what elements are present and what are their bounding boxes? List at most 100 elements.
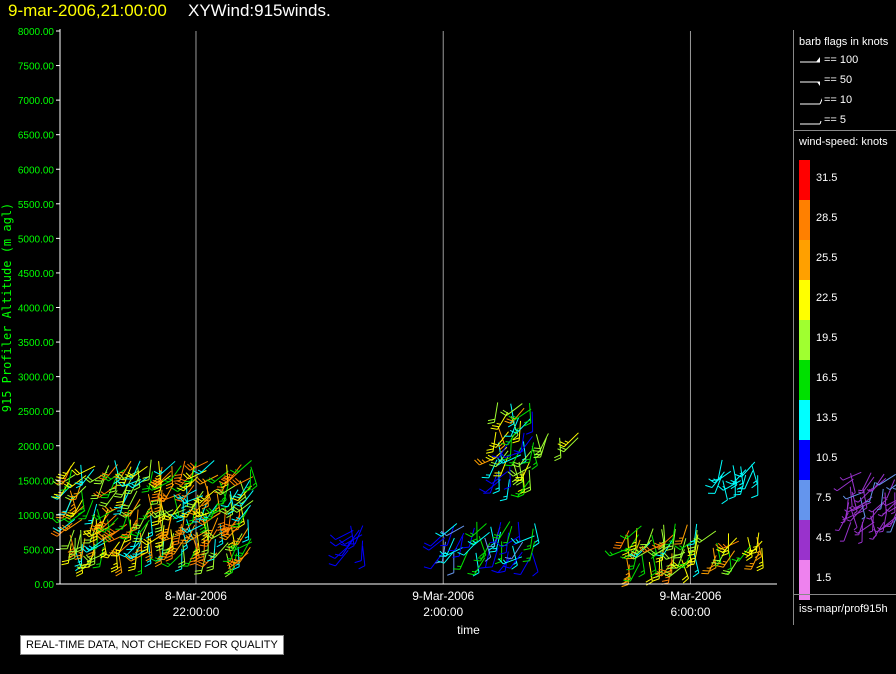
- barb-feather: [651, 569, 656, 573]
- barb-feather: [709, 567, 717, 572]
- barb-feather: [687, 560, 695, 563]
- wind-barb: [503, 551, 523, 569]
- barb-feather: [98, 533, 105, 539]
- barb-feather: [140, 540, 148, 546]
- barb-shaft: [199, 474, 219, 485]
- wind-barb: [243, 469, 252, 493]
- wind-barb: [192, 532, 201, 556]
- barb-feather: [159, 494, 166, 501]
- barb-feather: [755, 556, 762, 561]
- wind-barb: [131, 510, 149, 529]
- barb-feather: [154, 529, 162, 533]
- barb-shaft: [81, 491, 85, 512]
- barb-shaft: [168, 504, 182, 521]
- barb-feather: [452, 555, 460, 558]
- barb-feather: [722, 570, 731, 573]
- barb-feather: [74, 482, 82, 486]
- wind-barb: [499, 450, 524, 459]
- barb-shaft: [518, 420, 522, 441]
- barb-feather: [176, 531, 184, 535]
- barb-feather: [205, 493, 209, 497]
- barb-feather: [69, 550, 77, 553]
- barb-feather: [658, 568, 666, 572]
- barb-feather: [486, 451, 494, 454]
- barb-feather: [866, 517, 871, 520]
- barb-feather: [201, 552, 209, 556]
- barb-feather: [502, 458, 506, 463]
- barb-shaft: [156, 470, 172, 486]
- barb-feather: [127, 568, 135, 572]
- barb-shaft: [193, 538, 200, 558]
- barb-shaft: [861, 472, 872, 491]
- barb-feather: [623, 579, 631, 582]
- barb-feather: [221, 507, 228, 513]
- barb-feather: [122, 504, 130, 507]
- barb-feather: [56, 518, 60, 522]
- barb-feather: [156, 495, 163, 502]
- barb-shaft: [225, 524, 240, 541]
- barb-feather: [490, 427, 498, 430]
- barb-feather: [52, 527, 60, 532]
- barb-feather: [221, 484, 229, 488]
- barb-shaft: [663, 524, 666, 545]
- wind-barb: [120, 519, 137, 539]
- barb-feather: [61, 524, 69, 530]
- barb-feather: [655, 570, 663, 575]
- barb-feather: [713, 478, 718, 482]
- barb-shaft: [699, 530, 717, 543]
- barb-shaft: [852, 501, 872, 512]
- barb-feather: [106, 530, 114, 535]
- barb-feather: [654, 542, 661, 547]
- barb-feather: [489, 541, 497, 544]
- barb-feather: [868, 489, 873, 492]
- barb-shaft: [167, 515, 172, 536]
- barb-feather: [69, 553, 76, 559]
- barb-shaft: [845, 498, 849, 519]
- barb-feather: [104, 506, 111, 512]
- wind-barb: [498, 556, 523, 565]
- barb-feather: [638, 573, 645, 578]
- wind-barb: [721, 533, 730, 557]
- wind-barb: [652, 534, 674, 549]
- barb-feather: [467, 540, 475, 546]
- barb-feather: [55, 516, 63, 519]
- barb-shaft: [658, 534, 674, 549]
- barb-shaft: [686, 544, 693, 564]
- barb-feather: [150, 500, 158, 503]
- barb-feather: [98, 477, 105, 481]
- wind-barb: [638, 553, 646, 578]
- barb-feather: [329, 541, 336, 547]
- barb-feather: [155, 526, 163, 530]
- barb-feather: [131, 483, 136, 487]
- barb-feather: [219, 532, 227, 536]
- barb-feather: [227, 510, 235, 515]
- barb-feather: [533, 462, 537, 466]
- wind-barb: [467, 557, 486, 576]
- wind-barb: [839, 522, 852, 542]
- barb-feather: [663, 552, 670, 559]
- barb-feather: [564, 440, 569, 444]
- barb-feather: [229, 480, 236, 487]
- wind-barb: [234, 538, 252, 557]
- barb-feather: [196, 558, 204, 562]
- barb-feather: [144, 563, 152, 568]
- wind-barb: [629, 542, 651, 558]
- barb-feather: [485, 456, 493, 461]
- barb-feather: [873, 529, 877, 533]
- barb-feather: [848, 506, 853, 509]
- barb-feather: [554, 457, 562, 462]
- barb-feather: [866, 489, 871, 492]
- barb-shaft: [509, 437, 513, 458]
- wind-barb: [708, 470, 732, 484]
- barb-shaft: [495, 450, 509, 467]
- barb-feather: [68, 553, 76, 556]
- barb-shaft: [870, 516, 877, 536]
- wind-barb: [716, 550, 736, 568]
- barb-feather: [632, 541, 637, 544]
- barb-shaft: [506, 403, 523, 417]
- barb-feather: [476, 458, 483, 465]
- barb-feather: [125, 489, 133, 492]
- barb-shaft: [169, 465, 182, 483]
- barb-feather: [95, 525, 103, 529]
- wind-barb: [623, 563, 641, 582]
